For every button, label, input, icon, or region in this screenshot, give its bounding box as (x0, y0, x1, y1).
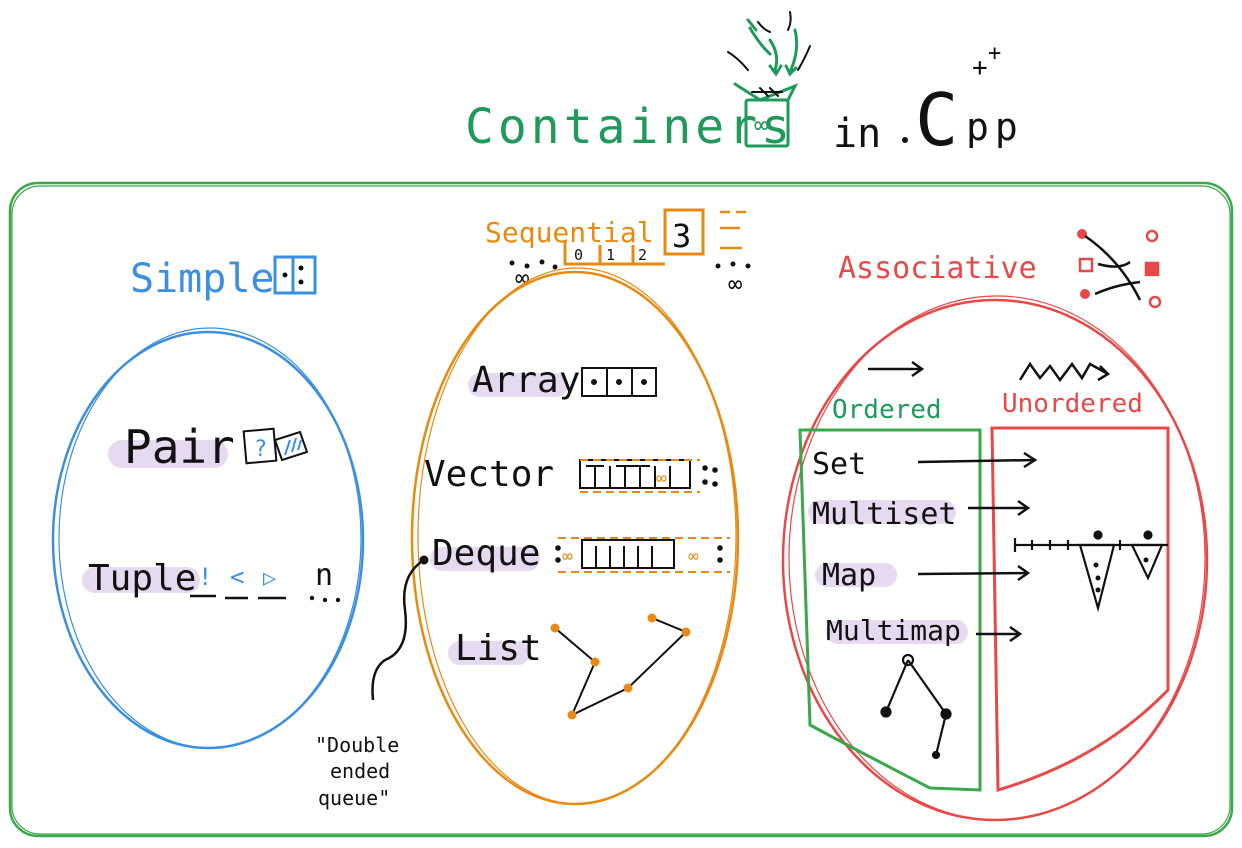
simple-ellipse (51, 327, 365, 750)
index-cell-0: 0 (574, 246, 583, 264)
ordered-column (798, 428, 982, 792)
sequential-heading: Sequential (485, 216, 654, 249)
title-dot (902, 137, 908, 143)
simple-section: Simple Pair ? Tuple ! < ▷ (51, 255, 365, 750)
vector-label: Vector (424, 454, 554, 495)
deque-note: "Double ended queue" (315, 555, 429, 810)
tuple-highlight (82, 567, 200, 593)
index-cell-1: 1 (606, 246, 615, 264)
mapping-icon (1077, 229, 1162, 309)
simple-heading: Simple (130, 256, 275, 302)
assoc-item-multimap: Multimap (826, 614, 961, 647)
tuple-slots: ! < ▷ n (190, 558, 341, 603)
unordered-heading: Unordered (1002, 389, 1143, 419)
deque-icon: ∞ ∞ (555, 537, 730, 573)
title-in: in (833, 111, 881, 157)
pair-glyph: ? (254, 437, 267, 462)
vector-infinity: ∞ (656, 468, 667, 489)
deque-infinity-left: ∞ (562, 546, 573, 567)
vector-icon: ∞ (579, 459, 718, 493)
box-infinity-glyph: ∞ (754, 111, 768, 139)
arrow-icon (868, 360, 1111, 383)
pair-highlight (108, 440, 228, 468)
multimap-highlight (826, 620, 968, 644)
sequential-section: Sequential 3 0 1 2 ∞ ∞ Array (315, 208, 751, 810)
pair-label: Pair (124, 420, 235, 474)
unordered-column (990, 426, 1170, 792)
list-label: List (455, 628, 542, 669)
title-plus-1: + (972, 53, 988, 83)
book-icon: ? (242, 427, 309, 465)
split-box-icon (273, 255, 317, 295)
assoc-item-map: Map (822, 558, 876, 593)
assoc-item-set: Set (812, 447, 866, 482)
deque-highlight (430, 547, 540, 571)
index-last: 3 (672, 217, 691, 255)
multiset-highlight (808, 500, 956, 524)
tuple-slot-1: ! (198, 563, 212, 591)
title-group: Containers ∞ in C pp + + (465, 11, 1024, 162)
linked-list-icon (550, 613, 691, 720)
seq-infinity-right: ∞ (728, 270, 742, 298)
title-containers: Containers (465, 99, 794, 155)
assoc-arrows (917, 451, 1038, 643)
associative-heading: Associative (838, 251, 1037, 286)
deque-note-line (371, 558, 425, 701)
outer-frame (8, 181, 1234, 838)
title-lang-c: C (915, 78, 958, 162)
array-highlight (468, 373, 568, 397)
associative-section: Associative Ordered Unordered (781, 229, 1209, 822)
array-label: Array (472, 360, 580, 401)
seed-box-icon: ∞ (727, 11, 811, 148)
associative-ellipse (781, 295, 1209, 822)
assoc-item-multiset: Multiset (812, 497, 957, 532)
tuple-n: n (315, 558, 333, 593)
deque-note-line-2: ended (330, 759, 390, 783)
tuple-slot-2: < (230, 563, 244, 591)
map-highlight (815, 563, 897, 587)
deque-note-line-1: "Double (315, 733, 399, 757)
tuple-label: Tuple (88, 558, 196, 599)
title-plus-2: + (988, 41, 1001, 66)
title-lang-pp: pp (966, 105, 1024, 149)
deque-label: Deque (432, 533, 540, 574)
array-icon (581, 367, 657, 397)
deque-infinity-right: ∞ (688, 546, 699, 567)
tuple-slot-3: ▷ (263, 566, 277, 591)
list-highlight (448, 641, 530, 665)
sequential-ellipse (410, 267, 740, 806)
deque-note-line-3: queue" (318, 786, 390, 810)
ordered-heading: Ordered (832, 395, 942, 425)
index-cell-2: 2 (638, 246, 647, 264)
hash-buckets-icon (1013, 530, 1168, 613)
tree-icon (880, 653, 952, 760)
